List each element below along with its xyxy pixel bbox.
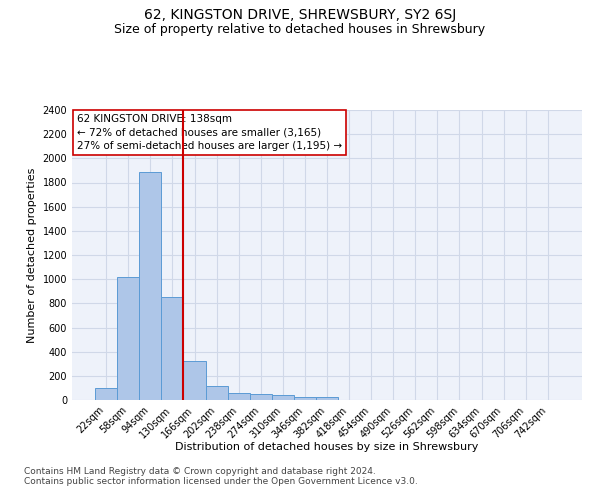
Bar [250, 394, 272, 400]
Bar [316, 397, 338, 400]
Text: 62, KINGSTON DRIVE, SHREWSBURY, SY2 6SJ: 62, KINGSTON DRIVE, SHREWSBURY, SY2 6SJ [144, 8, 456, 22]
Bar [294, 397, 316, 400]
Bar [184, 360, 206, 400]
Y-axis label: Number of detached properties: Number of detached properties [27, 168, 37, 342]
Bar [139, 172, 161, 400]
Text: Distribution of detached houses by size in Shrewsbury: Distribution of detached houses by size … [175, 442, 479, 452]
Text: Contains public sector information licensed under the Open Government Licence v3: Contains public sector information licen… [24, 478, 418, 486]
Bar [206, 386, 227, 400]
Text: Contains HM Land Registry data © Crown copyright and database right 2024.: Contains HM Land Registry data © Crown c… [24, 468, 376, 476]
Bar [117, 277, 139, 400]
Bar [95, 388, 117, 400]
Bar [227, 393, 250, 400]
Text: Size of property relative to detached houses in Shrewsbury: Size of property relative to detached ho… [115, 22, 485, 36]
Bar [272, 396, 294, 400]
Bar [161, 296, 184, 400]
Text: 62 KINGSTON DRIVE: 138sqm
← 72% of detached houses are smaller (3,165)
27% of se: 62 KINGSTON DRIVE: 138sqm ← 72% of detac… [77, 114, 342, 151]
